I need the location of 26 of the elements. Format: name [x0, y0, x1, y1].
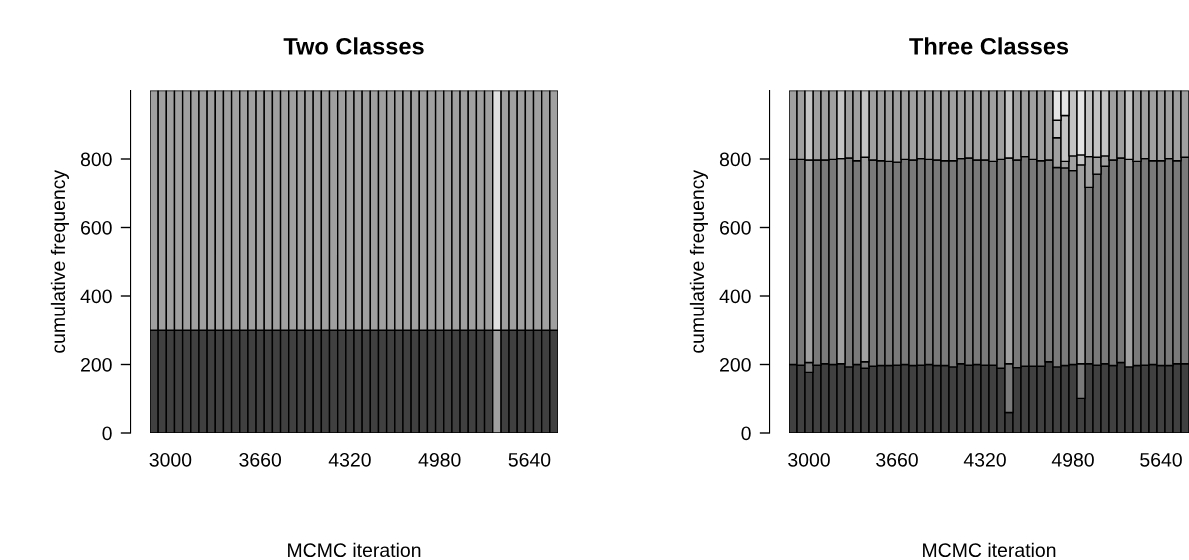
y-tick-label: 400 [80, 289, 112, 304]
x-tick-label: 3660 [239, 452, 282, 467]
x-axis-title: MCMC iteration [923, 542, 1056, 558]
y-tick-label: 200 [720, 357, 751, 372]
y-tick-label: 400 [719, 289, 751, 304]
y-tick-label: 600 [720, 220, 751, 235]
y-axis-title: cumulative frequency [689, 169, 708, 353]
x-tick-label: 4980 [418, 452, 461, 467]
x-tick-label: 3000 [788, 452, 830, 467]
chart-title: Three Classes [909, 37, 1069, 55]
y-tick-label: 0 [741, 426, 751, 441]
y-tick-label: 800 [719, 152, 751, 167]
x-axis-title: MCMC iteration [288, 542, 421, 558]
x-tick-label: 5640 [508, 452, 551, 467]
x-tick-label: 4980 [1051, 452, 1094, 467]
y-axis-title: cumulative frequency [50, 169, 69, 353]
x-tick-label: 5640 [1140, 452, 1182, 467]
chart-title: Two Classes [283, 37, 424, 55]
y-tick-label: 0 [102, 426, 112, 441]
x-tick-label: 3660 [876, 452, 918, 467]
y-tick-label: 200 [81, 357, 112, 372]
y-tick-label: 800 [80, 152, 112, 167]
x-tick-label: 4320 [963, 452, 1006, 467]
x-tick-label: 4320 [328, 452, 371, 467]
y-tick-label: 600 [81, 220, 112, 235]
x-tick-label: 3000 [149, 452, 192, 467]
